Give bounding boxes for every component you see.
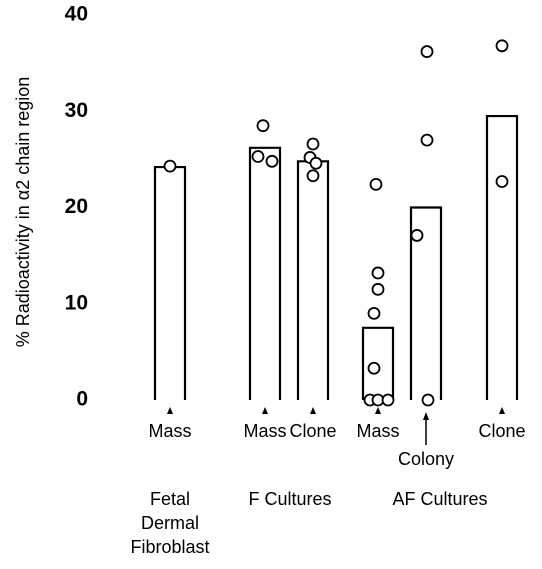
bar	[248, 146, 282, 400]
arrow	[167, 407, 173, 414]
data-point	[371, 266, 385, 280]
data-point	[369, 177, 383, 191]
x-tick-label: Mass	[356, 421, 399, 441]
group-label: Fetal	[150, 489, 190, 509]
y-tick-label: 30	[65, 99, 88, 122]
arrow	[423, 412, 429, 420]
x-tick-label: Colony	[398, 449, 454, 469]
data-point	[371, 282, 385, 296]
bar	[361, 326, 395, 400]
data-point	[410, 229, 424, 242]
group-label: Fibroblast	[130, 537, 209, 557]
data-point	[367, 306, 381, 320]
y-axis-label: % Radioactivity in α2 chain region	[13, 77, 33, 348]
arrow	[262, 407, 268, 414]
data-point	[381, 393, 395, 407]
data-point	[420, 45, 434, 58]
arrow	[375, 407, 381, 414]
data-point	[495, 175, 509, 188]
data-point	[367, 361, 381, 375]
bar	[409, 206, 443, 400]
group-label: AF Cultures	[392, 489, 487, 509]
y-tick-label: 40	[65, 3, 88, 26]
x-tick-label: Mass	[148, 421, 191, 441]
data-point	[251, 150, 265, 163]
bar	[296, 160, 330, 400]
data-point	[256, 119, 270, 133]
x-tick-label: Mass	[243, 421, 286, 441]
bar	[153, 165, 187, 400]
y-tick-label: 0	[76, 388, 88, 411]
arrow	[499, 407, 505, 414]
x-tick-label: Clone	[478, 421, 525, 441]
arrow	[310, 407, 316, 414]
data-point	[495, 39, 509, 53]
y-tick-label: 10	[65, 291, 88, 314]
group-label: F Cultures	[248, 489, 331, 509]
x-tick-label: Clone	[289, 421, 336, 441]
data-point	[163, 159, 177, 173]
group-label: Dermal	[141, 513, 199, 533]
data-point	[265, 154, 279, 168]
data-point	[306, 169, 320, 183]
data-point	[420, 133, 434, 147]
y-tick-label: 20	[65, 195, 88, 218]
data-point	[309, 156, 323, 170]
data-point	[306, 137, 320, 151]
data-point	[421, 393, 435, 407]
bar	[485, 114, 519, 400]
